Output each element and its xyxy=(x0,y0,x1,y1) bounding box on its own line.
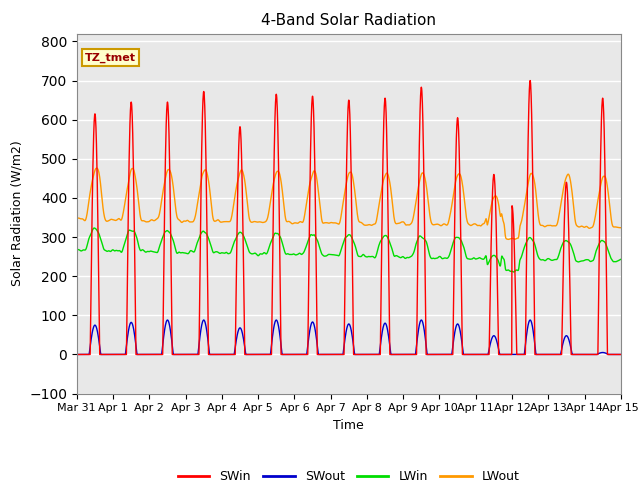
SWin xyxy=(73,351,81,357)
SWin xyxy=(617,351,625,357)
SWout xyxy=(73,351,81,357)
Y-axis label: Solar Radiation (W/m2): Solar Radiation (W/m2) xyxy=(10,141,24,287)
LWout xyxy=(617,225,625,230)
LWout xyxy=(355,216,362,222)
X-axis label: Time: Time xyxy=(333,419,364,432)
SWout xyxy=(511,351,518,357)
SWin xyxy=(510,235,518,241)
SWin xyxy=(221,351,229,357)
LWin xyxy=(221,250,229,256)
LWin xyxy=(617,256,625,262)
Line: LWin: LWin xyxy=(77,228,621,272)
LWout xyxy=(93,165,100,171)
SWout xyxy=(355,351,362,357)
LWout xyxy=(175,216,182,222)
SWout xyxy=(164,317,172,323)
LWin xyxy=(593,245,601,251)
LWin xyxy=(355,253,362,259)
LWin xyxy=(73,247,81,253)
Text: TZ_tmet: TZ_tmet xyxy=(85,53,136,63)
LWout xyxy=(511,236,518,242)
LWin xyxy=(90,225,98,231)
SWin xyxy=(526,78,534,84)
SWin xyxy=(354,351,362,357)
LWout xyxy=(593,201,601,206)
LWin xyxy=(175,250,182,255)
LWin xyxy=(511,269,518,275)
Title: 4-Band Solar Radiation: 4-Band Solar Radiation xyxy=(261,13,436,28)
SWout xyxy=(175,351,182,357)
SWout xyxy=(221,351,229,357)
Line: SWout: SWout xyxy=(77,320,621,354)
SWin xyxy=(174,351,182,357)
Line: LWout: LWout xyxy=(77,168,621,240)
SWin xyxy=(593,351,601,357)
SWout xyxy=(411,351,419,357)
LWin xyxy=(510,269,518,275)
SWout xyxy=(617,351,625,357)
LWin xyxy=(411,246,419,252)
LWout xyxy=(411,206,419,212)
LWout xyxy=(73,216,81,221)
SWout xyxy=(593,351,601,357)
Legend: SWin, SWout, LWin, LWout: SWin, SWout, LWin, LWout xyxy=(173,465,524,480)
Line: SWin: SWin xyxy=(77,81,621,354)
LWout xyxy=(504,237,512,242)
SWin xyxy=(411,351,419,357)
LWout xyxy=(221,219,229,225)
